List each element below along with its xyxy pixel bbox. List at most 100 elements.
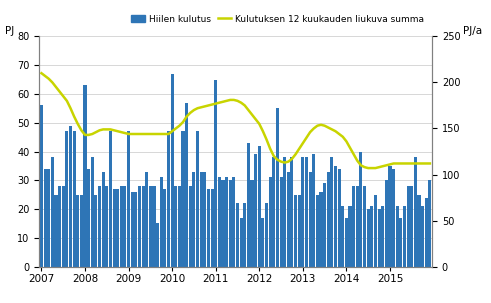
Bar — [149, 186, 152, 267]
Bar — [135, 192, 137, 267]
Bar — [156, 224, 159, 267]
Bar — [182, 132, 185, 267]
Bar — [345, 218, 348, 267]
Bar — [116, 189, 119, 267]
Bar — [283, 157, 286, 267]
Bar — [47, 169, 50, 267]
Bar — [160, 178, 163, 267]
Bar — [381, 206, 384, 267]
Bar — [51, 157, 54, 267]
Bar — [164, 189, 166, 267]
Bar — [138, 186, 141, 267]
Bar — [91, 157, 94, 267]
Bar — [250, 180, 253, 267]
Bar — [240, 218, 243, 267]
Bar — [272, 157, 275, 267]
Bar — [69, 125, 72, 267]
Bar — [279, 178, 283, 267]
Bar — [359, 152, 362, 267]
Bar — [65, 132, 68, 267]
Bar — [185, 102, 188, 267]
Bar — [55, 195, 57, 267]
Bar — [203, 171, 206, 267]
Bar — [425, 198, 428, 267]
Bar — [189, 186, 192, 267]
Bar — [301, 157, 304, 267]
Bar — [316, 195, 319, 267]
Bar — [374, 195, 377, 267]
Bar — [388, 166, 391, 267]
Y-axis label: PJ: PJ — [5, 26, 14, 36]
Bar — [276, 108, 279, 267]
Bar — [211, 189, 214, 267]
Bar — [40, 105, 43, 267]
Legend: Hiilen kulutus, Kulutuksen 12 kuukauden liukuva summa: Hiilen kulutus, Kulutuksen 12 kuukauden … — [128, 11, 428, 27]
Bar — [167, 132, 170, 267]
Bar — [229, 180, 232, 267]
Bar — [62, 186, 65, 267]
Bar — [120, 186, 123, 267]
Bar — [258, 146, 261, 267]
Bar — [44, 169, 47, 267]
Bar — [232, 178, 235, 267]
Bar — [112, 189, 115, 267]
Bar — [73, 132, 76, 267]
Bar — [294, 195, 297, 267]
Bar — [76, 195, 80, 267]
Bar — [58, 186, 61, 267]
Bar — [290, 157, 294, 267]
Bar — [378, 209, 381, 267]
Bar — [320, 192, 323, 267]
Bar — [170, 74, 174, 267]
Bar — [105, 186, 109, 267]
Bar — [312, 155, 315, 267]
Bar — [410, 186, 413, 267]
Bar — [98, 186, 101, 267]
Bar — [349, 206, 352, 267]
Bar — [298, 195, 301, 267]
Bar — [403, 206, 406, 267]
Y-axis label: PJ/a: PJ/a — [463, 26, 482, 36]
Bar — [225, 178, 228, 267]
Bar — [221, 180, 224, 267]
Bar — [287, 171, 290, 267]
Bar — [94, 195, 97, 267]
Bar — [123, 186, 127, 267]
Bar — [428, 180, 432, 267]
Bar — [417, 195, 421, 267]
Bar — [261, 218, 265, 267]
Bar — [327, 171, 330, 267]
Bar — [363, 186, 366, 267]
Bar — [323, 183, 326, 267]
Bar — [192, 171, 195, 267]
Bar — [385, 180, 388, 267]
Bar — [308, 171, 312, 267]
Bar — [367, 209, 370, 267]
Bar — [370, 206, 373, 267]
Bar — [305, 157, 308, 267]
Bar — [338, 169, 341, 267]
Bar — [87, 169, 90, 267]
Bar — [243, 203, 246, 267]
Bar — [196, 132, 199, 267]
Bar — [102, 171, 105, 267]
Bar — [265, 203, 268, 267]
Bar — [207, 189, 210, 267]
Bar — [200, 171, 203, 267]
Bar — [352, 186, 355, 267]
Bar — [407, 186, 409, 267]
Bar — [356, 186, 359, 267]
Bar — [178, 186, 181, 267]
Bar — [414, 157, 417, 267]
Bar — [80, 195, 83, 267]
Bar — [247, 143, 250, 267]
Bar — [131, 192, 134, 267]
Bar — [145, 171, 148, 267]
Bar — [396, 206, 399, 267]
Bar — [83, 85, 86, 267]
Bar — [392, 169, 395, 267]
Bar — [254, 155, 257, 267]
Bar — [127, 132, 130, 267]
Bar — [330, 157, 333, 267]
Bar — [141, 186, 145, 267]
